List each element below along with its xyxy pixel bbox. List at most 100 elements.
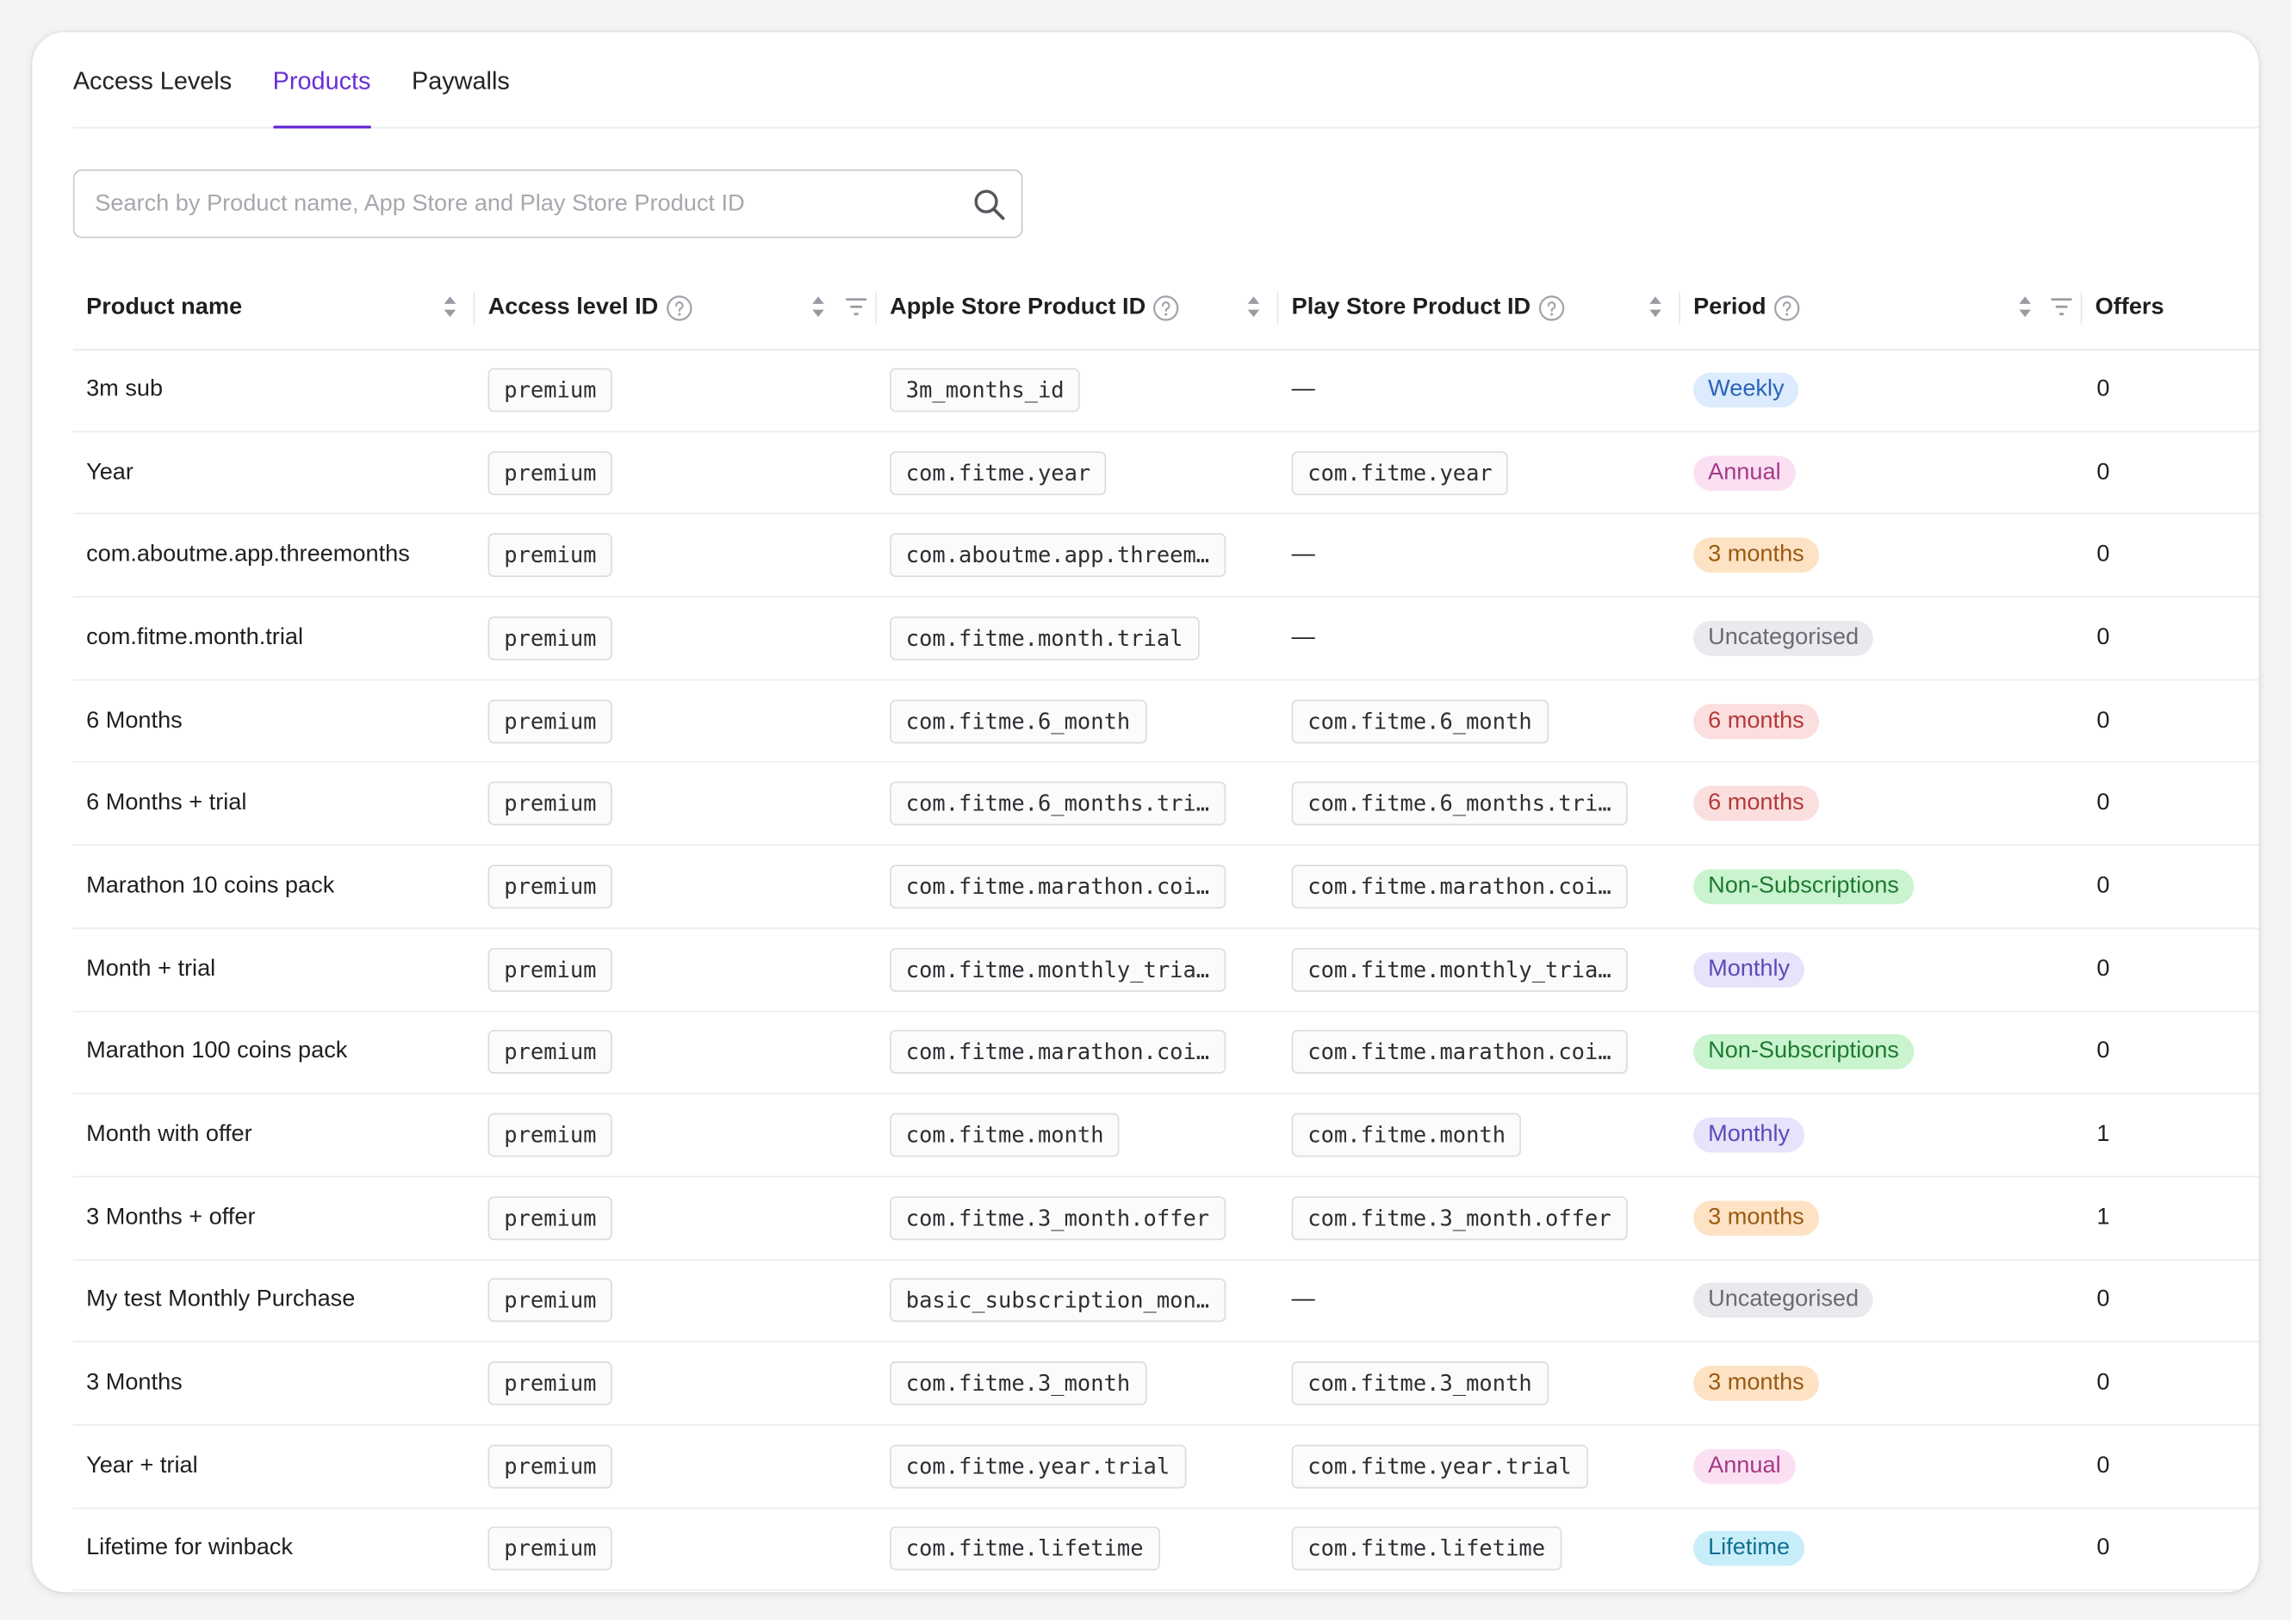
offers-count: 0: [2096, 1535, 2110, 1561]
table-row[interactable]: 6 Months + trial premium com.fitme.6_mon…: [72, 763, 2259, 846]
table-row[interactable]: com.aboutme.app.threemonths premium com.…: [72, 515, 2259, 598]
period-badge: Annual: [1693, 1448, 1796, 1485]
offers-count: 0: [2096, 376, 2110, 402]
table-row[interactable]: My test Monthly Purchase premium basic_s…: [72, 1260, 2259, 1343]
help-icon[interactable]: [1773, 295, 1800, 322]
column-product-name[interactable]: Product name: [86, 267, 242, 349]
tab-products[interactable]: Products: [272, 32, 371, 129]
offers-count: 0: [2096, 708, 2110, 733]
apple-store-product-id: com.fitme.marathon.coi…: [890, 1030, 1226, 1075]
sort-icon[interactable]: [811, 294, 826, 320]
product-name: Year + trial: [86, 1453, 198, 1478]
search-icon[interactable]: [972, 186, 1007, 221]
table-row[interactable]: Marathon 100 coins pack premium com.fitm…: [72, 1012, 2259, 1094]
search-input[interactable]: [74, 170, 972, 237]
column-label: Product name: [86, 294, 243, 320]
apple-store-product-id: com.fitme.year: [890, 450, 1107, 495]
sort-icon[interactable]: [443, 294, 457, 320]
table-row[interactable]: Lifetime for winback premium com.fitme.l…: [72, 1509, 2259, 1591]
apple-store-product-id: com.aboutme.app.threem…: [890, 533, 1226, 578]
period-badge: Non-Subscriptions: [1693, 869, 1914, 905]
table-row[interactable]: 6 Months premium com.fitme.6_month com.f…: [72, 680, 2259, 764]
tab-bar: Access Levels Products Paywalls: [72, 32, 2259, 129]
table-row[interactable]: Month with offer premium com.fitme.month…: [72, 1094, 2259, 1178]
play-store-product-id: com.fitme.6_months.tri…: [1291, 782, 1628, 826]
access-level-id: premium: [487, 616, 613, 660]
search-box: [72, 169, 1023, 239]
help-icon[interactable]: [1538, 295, 1565, 322]
products-panel: Access Levels Products Paywalls Product …: [32, 32, 2259, 1593]
access-level-id: premium: [487, 698, 613, 743]
apple-store-product-id: com.fitme.marathon.coi…: [890, 865, 1226, 909]
apple-store-product-id: com.fitme.year.trial: [890, 1444, 1186, 1489]
tab-paywalls[interactable]: Paywalls: [411, 66, 510, 95]
sort-icon[interactable]: [1246, 294, 1261, 320]
column-label: Apple Store Product ID: [890, 294, 1146, 320]
offers-count: 0: [2096, 459, 2110, 485]
product-name: Year: [86, 459, 133, 485]
column-divider[interactable]: [473, 292, 475, 325]
product-name: 3 Months + offer: [86, 1205, 256, 1230]
access-level-id: premium: [487, 533, 613, 578]
sort-icon[interactable]: [1648, 294, 1663, 320]
product-name: 3m sub: [86, 376, 164, 402]
product-name: 6 Months + trial: [86, 790, 247, 816]
period-badge: Weekly: [1693, 372, 1799, 408]
play-store-product-id: com.fitme.monthly_tria…: [1291, 947, 1628, 992]
access-level-id: premium: [487, 1527, 613, 1571]
table-row[interactable]: Month + trial premium com.fitme.monthly_…: [72, 929, 2259, 1012]
period-badge: 6 months: [1693, 786, 1819, 821]
play-store-product-id: com.fitme.lifetime: [1291, 1527, 1561, 1571]
access-level-id: premium: [487, 1444, 613, 1489]
filter-icon[interactable]: [2050, 296, 2073, 317]
apple-store-product-id: com.fitme.3_month: [890, 1361, 1146, 1406]
period-badge: Lifetime: [1693, 1531, 1805, 1567]
column-divider[interactable]: [1276, 292, 1279, 325]
column-access-level-id[interactable]: Access level ID: [488, 267, 692, 349]
table-row[interactable]: com.fitme.month.trial premium com.fitme.…: [72, 598, 2259, 681]
table-row[interactable]: 3 Months premium com.fitme.3_month com.f…: [72, 1342, 2259, 1426]
table-row[interactable]: Year + trial premium com.fitme.year.tria…: [72, 1426, 2259, 1509]
column-offers[interactable]: Offers: [2095, 267, 2164, 349]
column-apple-store-product-id[interactable]: Apple Store Product ID: [890, 267, 1179, 349]
access-level-id: premium: [487, 1279, 613, 1323]
table-row[interactable]: Year premium com.fitme.year com.fitme.ye…: [72, 432, 2259, 515]
apple-store-product-id: com.fitme.6_months.tri…: [890, 782, 1226, 826]
offers-count: 0: [2096, 1287, 2110, 1313]
access-level-id: premium: [487, 947, 613, 992]
table-row[interactable]: Marathon 10 coins pack premium com.fitme…: [72, 846, 2259, 929]
filter-icon[interactable]: [845, 296, 868, 317]
column-divider[interactable]: [1679, 292, 1680, 325]
help-icon[interactable]: [666, 295, 692, 322]
play-store-product-id: com.fitme.3_month.offer: [1291, 1195, 1628, 1240]
offers-count: 1: [2096, 1205, 2110, 1230]
column-divider[interactable]: [875, 292, 877, 325]
table-row[interactable]: 3 Months + offer premium com.fitme.3_mon…: [72, 1177, 2259, 1261]
offers-count: 0: [2096, 1370, 2110, 1396]
play-store-product-id: com.fitme.marathon.coi…: [1291, 1030, 1628, 1075]
offers-count: 0: [2096, 542, 2110, 567]
period-badge: Uncategorised: [1693, 1283, 1874, 1318]
column-label: Period: [1693, 294, 1766, 320]
play-store-product-id: com.fitme.6_month: [1291, 698, 1549, 743]
play-store-product-id: —: [1291, 1287, 1315, 1313]
column-period[interactable]: Period: [1693, 267, 1800, 349]
play-store-product-id: com.fitme.year: [1291, 450, 1509, 495]
apple-store-product-id: com.fitme.3_month.offer: [890, 1195, 1226, 1240]
product-name: 3 Months: [86, 1370, 183, 1396]
product-name: My test Monthly Purchase: [86, 1287, 356, 1313]
column-divider[interactable]: [2080, 292, 2083, 325]
play-store-product-id: com.fitme.year.trial: [1291, 1444, 1588, 1489]
access-level-id: premium: [487, 865, 613, 909]
table-row[interactable]: 3m sub premium 3m_months_id — Weekly 0: [72, 349, 2259, 432]
sort-icon[interactable]: [2018, 294, 2033, 320]
access-level-id: premium: [487, 450, 613, 495]
tab-access-levels[interactable]: Access Levels: [72, 66, 233, 95]
product-name: 6 Months: [86, 708, 183, 733]
access-level-id: premium: [487, 782, 613, 826]
access-level-id: premium: [487, 1113, 613, 1157]
play-store-product-id: —: [1291, 376, 1315, 402]
apple-store-product-id: com.fitme.lifetime: [890, 1527, 1160, 1571]
help-icon[interactable]: [1153, 295, 1180, 322]
column-play-store-product-id[interactable]: Play Store Product ID: [1292, 267, 1565, 349]
